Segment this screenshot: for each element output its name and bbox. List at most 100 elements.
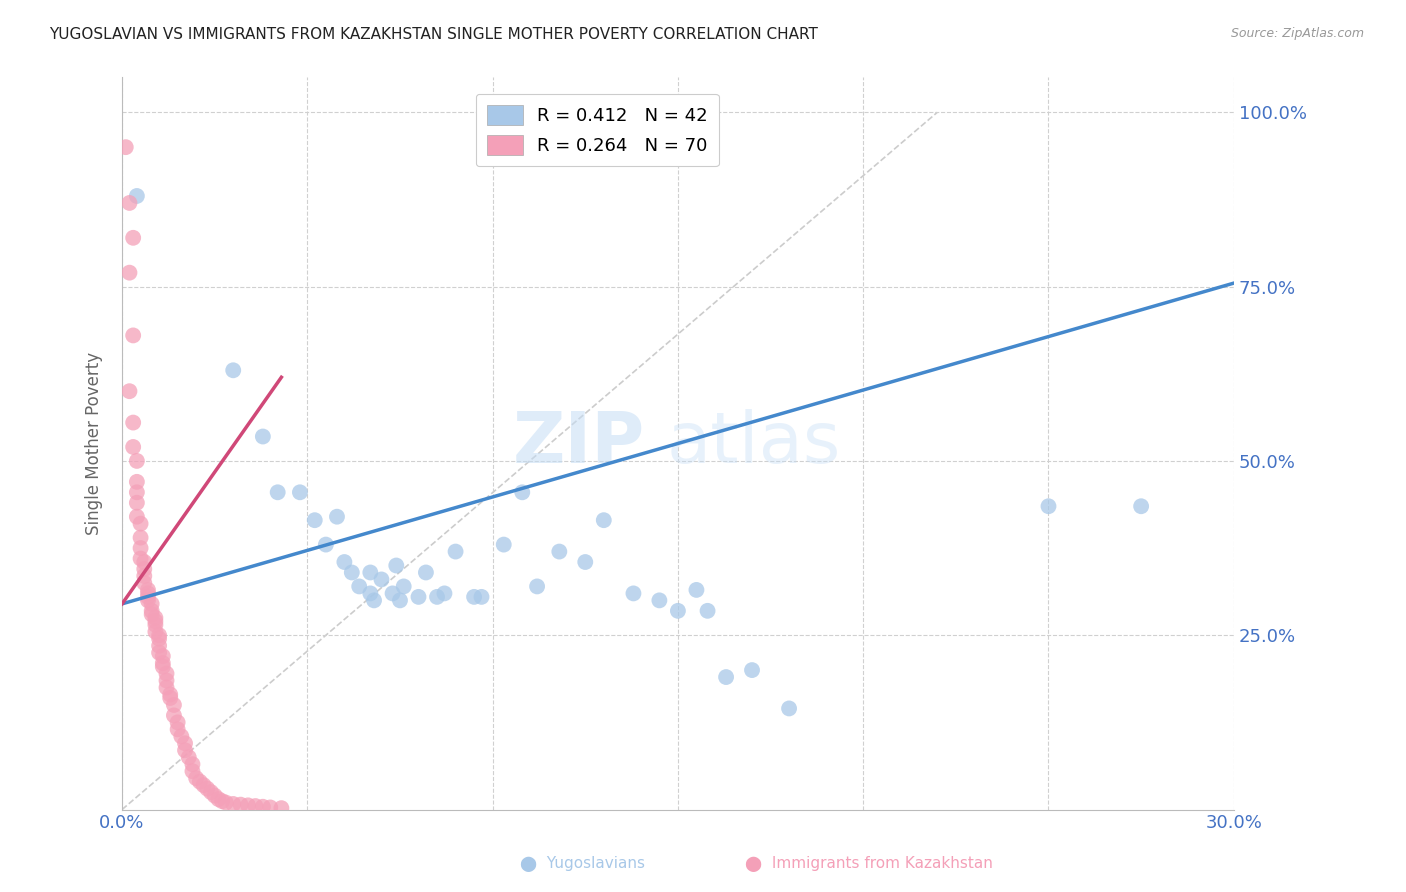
Point <box>259 800 281 814</box>
Point <box>163 698 186 712</box>
Point <box>426 590 449 604</box>
Point <box>236 798 259 813</box>
Point <box>134 569 156 583</box>
Point <box>415 566 437 580</box>
Point <box>125 496 148 510</box>
Point <box>195 781 218 796</box>
Point <box>166 723 188 737</box>
Point <box>136 586 159 600</box>
Point <box>1130 500 1153 514</box>
Point <box>388 593 411 607</box>
Point <box>685 582 707 597</box>
Point <box>252 429 274 443</box>
Text: ⬤  Yugoslavians: ⬤ Yugoslavians <box>520 856 645 872</box>
Point <box>155 666 177 681</box>
Point <box>174 736 197 750</box>
Point <box>392 579 415 593</box>
Point <box>304 513 326 527</box>
Point <box>129 541 152 555</box>
Point <box>125 454 148 468</box>
Point <box>141 607 163 622</box>
Point <box>125 475 148 489</box>
Text: ZIP: ZIP <box>512 409 644 478</box>
Point <box>666 604 689 618</box>
Point <box>159 688 181 702</box>
Point <box>270 801 292 815</box>
Point <box>741 663 763 677</box>
Point <box>222 363 245 377</box>
Point <box>159 690 181 705</box>
Point <box>1038 500 1060 514</box>
Point <box>125 189 148 203</box>
Point <box>141 604 163 618</box>
Point <box>463 590 485 604</box>
Legend: R = 0.412   N = 42, R = 0.264   N = 70: R = 0.412 N = 42, R = 0.264 N = 70 <box>475 94 718 166</box>
Point <box>174 743 197 757</box>
Point <box>252 799 274 814</box>
Point <box>122 231 145 245</box>
Point <box>363 593 385 607</box>
Point <box>186 771 208 785</box>
Point <box>696 604 718 618</box>
Point <box>211 794 233 808</box>
Point <box>136 582 159 597</box>
Point <box>148 632 170 646</box>
Point <box>215 796 238 810</box>
Point <box>714 670 737 684</box>
Point <box>340 566 363 580</box>
Point <box>122 328 145 343</box>
Point <box>326 509 349 524</box>
Point <box>245 799 267 814</box>
Point <box>152 656 174 670</box>
Point <box>118 196 141 211</box>
Y-axis label: Single Mother Poverty: Single Mother Poverty <box>86 352 103 535</box>
Point <box>385 558 408 573</box>
Point <box>359 566 381 580</box>
Point <box>548 544 571 558</box>
Point <box>381 586 404 600</box>
Point <box>136 593 159 607</box>
Point <box>200 785 222 799</box>
Point <box>134 576 156 591</box>
Point <box>118 384 141 399</box>
Point <box>444 544 467 558</box>
Point <box>359 586 381 600</box>
Point <box>181 764 204 779</box>
Text: YUGOSLAVIAN VS IMMIGRANTS FROM KAZAKHSTAN SINGLE MOTHER POVERTY CORRELATION CHAR: YUGOSLAVIAN VS IMMIGRANTS FROM KAZAKHSTA… <box>49 27 818 42</box>
Point <box>152 659 174 673</box>
Point <box>778 701 800 715</box>
Point <box>145 624 167 639</box>
Text: atlas: atlas <box>666 409 841 478</box>
Point <box>370 573 392 587</box>
Point <box>155 681 177 695</box>
Point <box>134 562 156 576</box>
Point <box>118 266 141 280</box>
Point <box>470 590 492 604</box>
Point <box>166 715 188 730</box>
Point <box>288 485 311 500</box>
Point <box>152 649 174 664</box>
Point <box>141 597 163 611</box>
Point <box>207 792 229 806</box>
Point <box>170 729 193 743</box>
Point <box>229 797 252 812</box>
Point <box>148 646 170 660</box>
Point <box>181 757 204 772</box>
Point <box>145 615 167 629</box>
Point <box>155 673 177 688</box>
Point <box>315 538 337 552</box>
Point <box>193 778 215 792</box>
Point <box>188 774 211 789</box>
Point <box>125 485 148 500</box>
Point <box>204 789 226 803</box>
Point <box>148 639 170 653</box>
Point <box>333 555 356 569</box>
Point <box>222 797 245 811</box>
Point <box>148 628 170 642</box>
Point <box>592 513 614 527</box>
Point <box>129 551 152 566</box>
Point <box>163 708 186 723</box>
Point <box>122 416 145 430</box>
Point <box>122 440 145 454</box>
Text: Source: ZipAtlas.com: Source: ZipAtlas.com <box>1230 27 1364 40</box>
